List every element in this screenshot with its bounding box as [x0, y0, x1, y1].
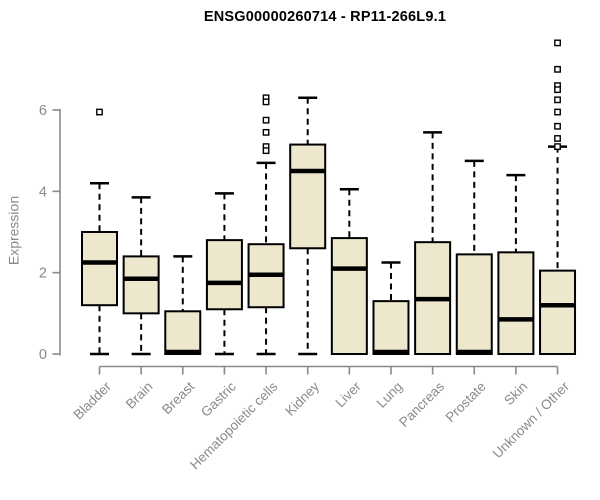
iqr-box: [81, 230, 118, 307]
x-tick-label: Prostate: [443, 379, 489, 425]
outlier-point: [554, 65, 561, 73]
x-tick-label: Skin: [501, 379, 530, 408]
y-tick-label: 0: [39, 347, 47, 363]
outlier-point: [262, 147, 270, 155]
x-tick-label: Unknown / Other: [490, 379, 573, 462]
outlier-point: [262, 98, 270, 106]
iqr-box: [289, 143, 327, 250]
x-tick-label: Lung: [374, 379, 406, 411]
y-tick-label: 4: [39, 184, 47, 200]
x-tick-label: Gastric: [198, 379, 239, 420]
iqr-box: [497, 251, 535, 356]
x-tick-label: Liver: [333, 379, 365, 411]
iqr-box: [330, 237, 368, 355]
iqr-box: [205, 239, 243, 311]
iqr-box: [455, 253, 493, 355]
outlier-point: [554, 108, 561, 116]
x-tick-label: Breast: [159, 379, 197, 417]
iqr-box: [122, 255, 160, 315]
outlier-point: [96, 108, 103, 116]
iqr-box: [164, 310, 202, 356]
y-tick-label: 2: [39, 266, 47, 282]
outlier-point: [262, 128, 270, 136]
outlier-point: [554, 122, 561, 130]
outlier-point: [262, 116, 270, 124]
x-tick-label: Bladder: [70, 379, 114, 423]
outlier-point: [554, 96, 561, 104]
outlier-point: [554, 86, 561, 94]
chart-title: ENSG00000260714 - RP11-266L9.1: [203, 9, 447, 25]
y-tick-label: 6: [39, 103, 47, 119]
x-tick-label: Brain: [123, 379, 156, 412]
iqr-box: [372, 300, 410, 356]
outlier-point: [554, 143, 561, 150]
x-tick-label: Kidney: [282, 379, 322, 419]
x-tick-label: Pancreas: [396, 379, 447, 430]
iqr-box: [539, 269, 577, 356]
outlier-point: [554, 135, 561, 142]
outlier-point: [554, 39, 561, 47]
